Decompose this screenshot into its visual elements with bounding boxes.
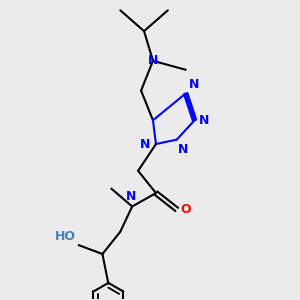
Text: N: N [140, 138, 151, 151]
Text: N: N [199, 114, 209, 127]
Text: HO: HO [55, 230, 76, 243]
Text: O: O [180, 203, 191, 216]
Text: N: N [178, 142, 189, 156]
Text: N: N [125, 190, 136, 203]
Text: N: N [148, 54, 158, 67]
Text: N: N [189, 78, 199, 91]
